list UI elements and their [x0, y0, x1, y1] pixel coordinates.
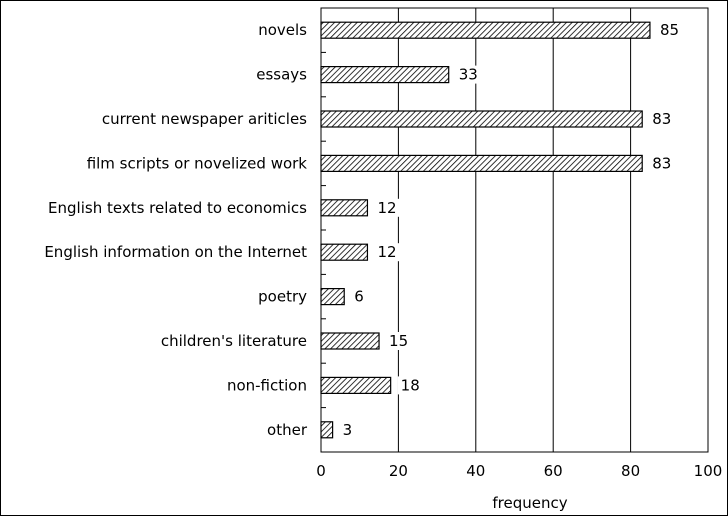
x-tick-label-60: 60	[544, 462, 563, 480]
category-label-5: English information on the Internet	[44, 243, 307, 261]
value-label-bg-7	[386, 332, 413, 350]
x-tick-label-40: 40	[466, 462, 485, 480]
value-label-0: 85	[660, 21, 679, 39]
value-label-bg-9	[339, 420, 356, 439]
value-label-4: 12	[377, 199, 396, 217]
bar-9	[320, 421, 334, 439]
x-tick-labels: 0 20 40 60 80 100	[316, 462, 722, 480]
bar-6	[320, 288, 345, 306]
value-label-bg-6	[351, 287, 368, 306]
value-label-bg-1	[455, 65, 482, 84]
category-label-0: novels	[258, 21, 307, 39]
value-label-3: 83	[652, 154, 671, 172]
bar-8	[320, 376, 392, 394]
bars	[320, 21, 651, 439]
bar-3	[320, 154, 643, 172]
value-labels: 85 33 83 83 12 12 6 15 18 3	[339, 21, 683, 439]
bar-4	[320, 199, 369, 217]
category-labels: novels essays current newspaper ariticles f…	[44, 21, 307, 439]
value-label-6: 6	[354, 288, 364, 306]
x-axis-label: frequency	[492, 494, 567, 512]
bar-5	[320, 243, 369, 261]
value-label-bg-3	[649, 154, 676, 173]
x-tick-label-80: 80	[621, 462, 640, 480]
value-label-8: 18	[401, 376, 420, 394]
x-tick-label-0: 0	[316, 462, 326, 480]
x-tick-label-100: 100	[694, 462, 723, 480]
category-label-8: non-fiction	[227, 376, 307, 394]
value-label-bg-4	[374, 198, 401, 217]
category-label-1: essays	[256, 66, 307, 84]
value-label-bg-2	[649, 110, 676, 128]
value-label-2: 83	[652, 110, 671, 128]
category-label-4: English texts related to economics	[48, 199, 307, 217]
value-label-9: 3	[343, 421, 353, 439]
category-label-3: film scripts or novelized work	[87, 154, 308, 172]
value-label-bg-8	[397, 376, 424, 395]
bar-7	[320, 332, 380, 350]
value-label-5: 12	[377, 243, 396, 261]
category-label-7: children's literature	[161, 332, 307, 350]
x-tick-label-20: 20	[389, 462, 408, 480]
category-label-6: poetry	[258, 288, 307, 306]
category-label-2: current newspaper ariticles	[102, 110, 307, 128]
bar-1	[320, 65, 450, 84]
value-label-7: 15	[389, 332, 408, 350]
value-label-bg-0	[656, 21, 683, 40]
plot-area	[320, 7, 709, 453]
category-label-9: other	[267, 421, 308, 439]
value-label-1: 33	[459, 66, 478, 84]
value-label-bg-5	[374, 243, 401, 262]
bar-2	[320, 110, 643, 128]
bar-0	[320, 21, 651, 39]
